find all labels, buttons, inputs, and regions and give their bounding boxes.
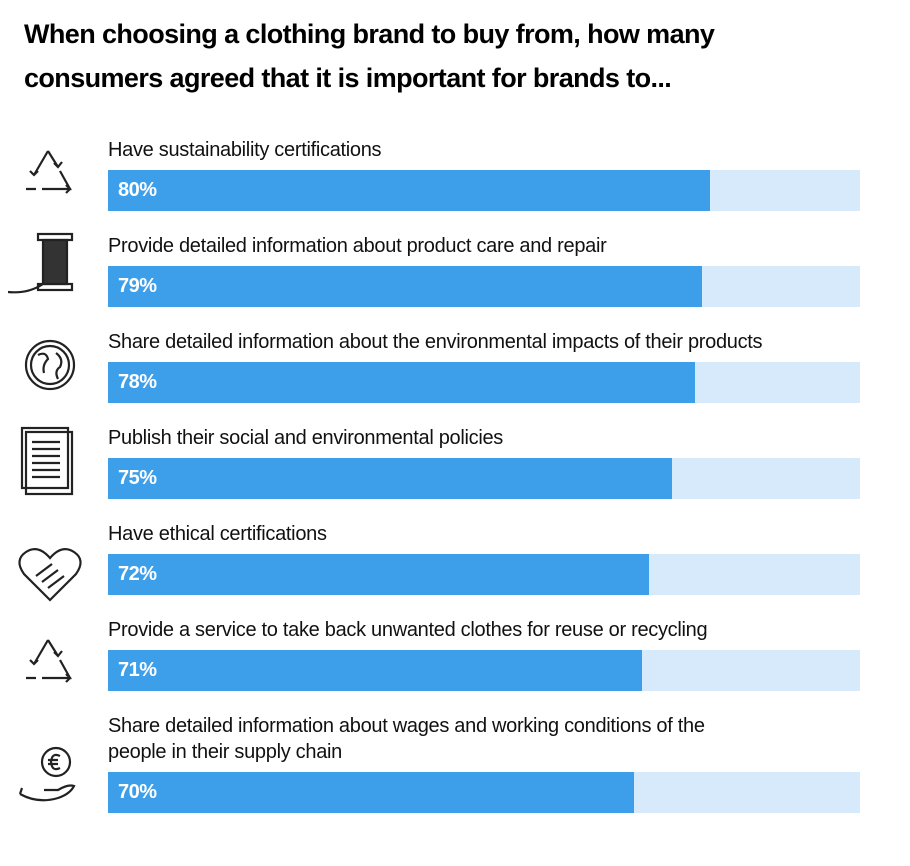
value-label: 70%	[118, 781, 157, 803]
value-label: 79%	[118, 275, 157, 297]
bar-row: Provide detailed information about produ…	[108, 233, 860, 307]
bar	[108, 458, 672, 499]
bar-track: 70%	[108, 772, 860, 813]
bar-track: 75%	[108, 458, 860, 499]
bar	[108, 362, 695, 403]
bar-row: Publish their social and environmental p…	[108, 425, 860, 499]
bar	[108, 772, 635, 813]
value-label: 72%	[118, 563, 157, 585]
hand-coin-icon	[18, 746, 76, 802]
bar	[108, 650, 642, 691]
bar-row: Share detailed information about the env…	[108, 329, 860, 403]
bar-row: Share detailed information about wages a…	[108, 713, 860, 813]
bar-rows: Have sustainability certifications 80% Pro…	[108, 137, 860, 835]
recycle-icon	[26, 150, 72, 194]
bar-track: 72%	[108, 554, 860, 595]
bar-row: Provide a service to take back unwanted …	[108, 617, 860, 691]
bar	[108, 266, 703, 307]
bar-track: 79%	[108, 266, 860, 307]
documents-icon	[20, 426, 74, 496]
bar	[108, 170, 710, 211]
value-label: 78%	[118, 371, 157, 393]
category-label: Share detailed information about the env…	[108, 331, 763, 353]
globe-icon	[24, 339, 76, 391]
category-label: Have ethical certifications	[108, 523, 327, 545]
bar-track: 71%	[108, 650, 860, 691]
bar-track: 80%	[108, 170, 860, 211]
bar	[108, 554, 650, 595]
category-label: Publish their social and environmental p…	[108, 427, 504, 449]
category-label: Have sustainability certifications	[108, 139, 382, 161]
chart-title: When choosing a clothing brand to buy fr…	[24, 19, 715, 93]
category-label: Provide a service to take back unwanted …	[108, 619, 708, 641]
value-label: 75%	[118, 467, 157, 489]
heart-hands-icon	[18, 547, 82, 602]
value-label: 71%	[118, 659, 157, 681]
recycle-icon	[26, 639, 72, 683]
bar-row: Have sustainability certifications 80%	[108, 137, 860, 211]
value-label: 80%	[118, 179, 157, 201]
bar-row: Have ethical certifications 72%	[108, 521, 860, 595]
bar-track: 78%	[108, 362, 860, 403]
spool-icon	[8, 232, 74, 294]
category-label: Provide detailed information about produ…	[108, 235, 607, 257]
category-label: Share detailed information about wages a…	[108, 715, 705, 763]
